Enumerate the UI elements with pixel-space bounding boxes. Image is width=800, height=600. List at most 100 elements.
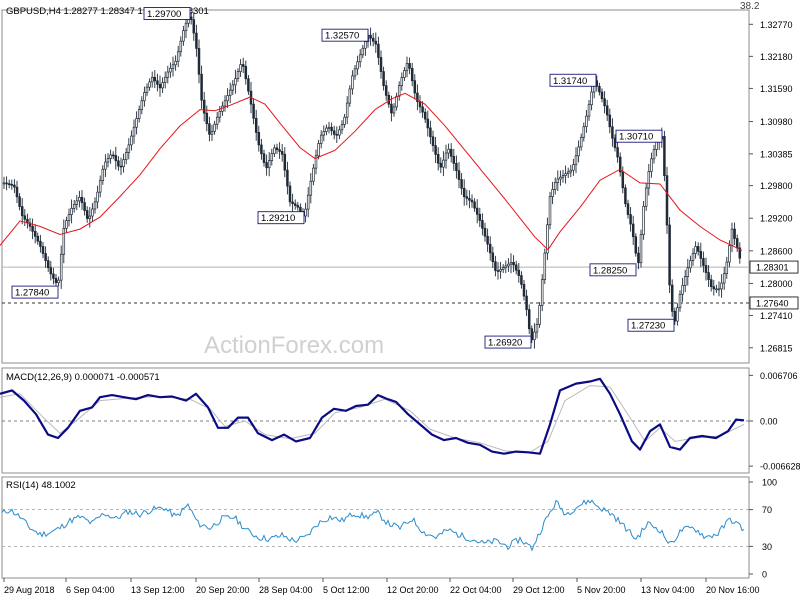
candle-body — [306, 194, 310, 210]
candle-body — [707, 272, 710, 280]
candle-body — [262, 153, 266, 163]
candle-body — [538, 305, 541, 325]
candle-body — [135, 118, 138, 128]
candle-body — [577, 146, 580, 157]
candle-body — [540, 279, 544, 306]
candle-body — [239, 64, 242, 72]
annotation-box — [11, 285, 59, 299]
candle-body — [213, 123, 216, 132]
candle-body — [504, 265, 508, 269]
candle-body — [611, 126, 614, 139]
candle-body — [395, 95, 398, 108]
annotation-label: 1.30710 — [619, 132, 653, 143]
candle-body — [509, 262, 513, 265]
candle-body — [548, 196, 552, 226]
price-panel-frame — [1, 9, 750, 364]
candle-body — [140, 100, 144, 110]
candle-body — [145, 86, 149, 93]
candle-body — [296, 205, 300, 208]
candle-body — [150, 76, 154, 83]
candle-body — [137, 109, 141, 119]
candle-body — [566, 171, 570, 175]
candle-body — [234, 78, 237, 86]
annotation-label: 1.32570 — [325, 31, 359, 42]
candle-body — [712, 286, 716, 290]
candle-body — [57, 279, 60, 284]
candle-body — [582, 126, 586, 138]
candle-body — [616, 147, 619, 158]
candle-body — [564, 173, 567, 176]
annotation-label: 1.27230 — [631, 321, 665, 332]
candle-body — [512, 262, 515, 266]
candle-body — [699, 251, 703, 259]
candle-body — [491, 252, 495, 263]
candle-body — [533, 331, 536, 341]
candle-body — [265, 162, 268, 169]
candle-body — [78, 196, 81, 202]
candle-body — [83, 202, 86, 211]
candle-body — [652, 149, 656, 160]
x-tick-label: 22 Oct 04:00 — [450, 585, 502, 595]
rsi-panel-title: RSI(14) 48.1002 — [6, 480, 76, 491]
candle-body — [457, 170, 461, 180]
candle-body — [587, 104, 591, 117]
candle-body — [208, 123, 211, 135]
candle-body — [585, 115, 588, 128]
candle-body — [44, 253, 47, 261]
candle-body — [486, 235, 489, 245]
candle-body — [148, 81, 151, 88]
candle-body — [252, 103, 255, 119]
candle-body — [569, 169, 573, 173]
candle-body — [88, 215, 92, 219]
candle-body — [278, 149, 281, 152]
candle-body — [322, 131, 326, 136]
candle-body — [522, 283, 526, 297]
candle-body — [483, 227, 487, 237]
candle-body — [722, 273, 726, 284]
candle-body — [49, 267, 53, 275]
candle-body — [202, 99, 206, 114]
candle-body — [559, 176, 562, 180]
candle-body — [553, 182, 557, 190]
candle-body — [122, 159, 125, 167]
candle-body — [434, 145, 437, 155]
rsi-y-tick-label: 0 — [762, 570, 767, 580]
candle-body — [28, 222, 32, 227]
candle-body — [338, 129, 341, 136]
candle-body — [356, 61, 359, 70]
candle-body — [23, 215, 27, 220]
candle-body — [481, 220, 484, 229]
candle-body — [686, 267, 690, 277]
candle-body — [551, 189, 554, 197]
candle-body — [275, 147, 279, 151]
watermark: ActionForex.com — [204, 332, 384, 359]
candle-body — [10, 183, 14, 186]
candle-body — [330, 126, 333, 132]
x-tick-label: 29 Oct 12:00 — [513, 585, 565, 595]
candle-body — [192, 19, 196, 34]
candle-body — [174, 60, 177, 66]
candle-body — [286, 169, 289, 187]
x-tick-label: 28 Sep 04:00 — [259, 585, 313, 595]
candle-body — [600, 91, 604, 100]
candle-body — [293, 203, 297, 206]
candle-body — [496, 270, 500, 272]
candle-body — [54, 277, 58, 284]
candle-body — [59, 253, 63, 281]
candle-body — [525, 295, 528, 310]
candle-body — [327, 126, 331, 129]
price-y-tick-label: 1.31590 — [760, 84, 793, 94]
candle-body — [405, 63, 409, 71]
candle-body — [460, 179, 463, 189]
candle-body — [403, 70, 406, 78]
macd-line — [0, 377, 745, 455]
candle-body — [169, 67, 172, 73]
candle-body — [655, 141, 658, 150]
candle-body — [728, 245, 731, 263]
candle-body — [514, 264, 518, 271]
candle-body — [598, 86, 601, 93]
candle-body — [665, 175, 669, 226]
candle-body — [182, 30, 185, 42]
candle-body — [98, 180, 102, 193]
support-price-box — [749, 296, 799, 310]
